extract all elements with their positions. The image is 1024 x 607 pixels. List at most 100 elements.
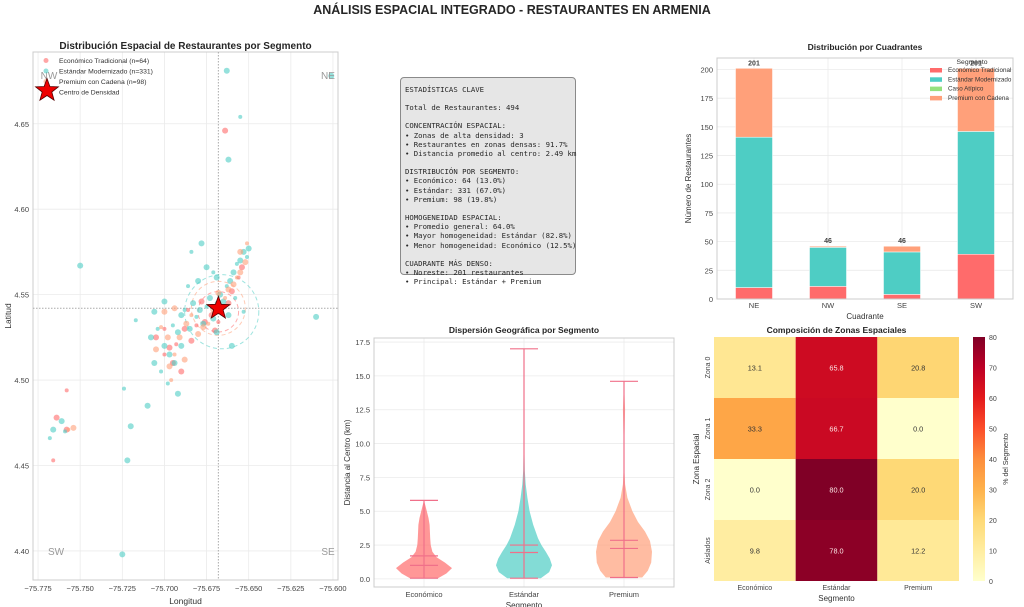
heatmap-cell-value: 78.0	[829, 547, 843, 556]
scatter-point	[234, 275, 239, 280]
y-tick-label: 4.60	[14, 205, 29, 214]
stats-line: • Económico: 64 (13.0%)	[405, 176, 507, 186]
heatmap-cell	[795, 459, 878, 520]
stats-line: DISTRIBUCIÓN POR SEGMENTO:	[405, 167, 520, 177]
scatter-point	[238, 114, 243, 119]
heatmap-cell-value: 80.0	[829, 486, 843, 495]
scatter-point	[215, 289, 222, 296]
heatmap-cell	[877, 459, 959, 520]
scatter-point	[213, 274, 220, 281]
scatter-point	[186, 325, 193, 332]
y-tick-label: 25	[705, 266, 713, 275]
scatter-point	[172, 352, 177, 357]
legend-entry: Centro de Densidad	[59, 90, 120, 97]
scatter-point	[181, 356, 188, 363]
chart-title: Dispersión Geográfica por Segmento	[449, 325, 599, 335]
scatter-point	[183, 320, 190, 327]
scatter-point	[174, 390, 181, 397]
bar-segment	[957, 253, 995, 300]
y-tick-label: 150	[700, 123, 713, 132]
quadrant-label-se: SE	[321, 547, 335, 558]
stats-line: CUADRANTE MÁS DENSO:	[405, 258, 493, 268]
scatter-point	[169, 378, 174, 383]
y-tick-label: 4.50	[14, 376, 29, 385]
chart-title: Composición de Zonas Espaciales	[767, 325, 907, 335]
scatter-point	[58, 418, 65, 425]
heatmap-cell	[714, 398, 796, 459]
heatmap-cell	[795, 520, 878, 581]
scatter-point	[225, 286, 232, 293]
scatter-chart: Distribución Espacial de Restaurantes po…	[3, 41, 347, 606]
scatter-point	[190, 300, 197, 307]
y-axis-label: Zona Espacial	[692, 433, 701, 484]
heatmap-cell-value: 9.8	[750, 547, 760, 556]
legend-entry: Estándar Modernizado (n=331)	[59, 69, 153, 76]
stats-line: • Estándar: 331 (67.0%)	[405, 185, 507, 195]
scatter-point	[171, 359, 178, 366]
scatter-point	[245, 255, 250, 260]
scatter-point	[195, 330, 202, 337]
scatter-point	[147, 334, 154, 341]
density-center-star-marker	[205, 295, 231, 319]
violin-chart: Dispersión Geográfica por Segmento 0.0 2.5…	[343, 325, 675, 607]
scatter-point	[196, 307, 203, 314]
heatmap-cell-value: 12.2	[911, 547, 925, 556]
colorbar-tick-label: 80	[989, 335, 997, 342]
x-tick-label: SW	[970, 301, 983, 310]
scatter-point	[164, 334, 171, 341]
bar-total-label: 46	[824, 238, 832, 245]
scatter-point	[223, 67, 230, 74]
legend-swatch	[930, 68, 942, 73]
scatter-point	[124, 457, 131, 464]
y-tick-label: 4.45	[14, 462, 29, 471]
scatter-point	[245, 241, 250, 246]
scatter-point	[127, 423, 134, 430]
legend-entry: Estándar Modernizado	[948, 76, 1012, 83]
scatter-point	[213, 329, 220, 336]
x-tick-label: −75.725	[109, 584, 136, 593]
heatmap-cell-value: 20.8	[911, 364, 925, 373]
legend-marker	[43, 58, 49, 63]
heatmap-cell	[795, 398, 878, 459]
x-tick-label: −75.650	[235, 584, 262, 593]
scatter-point	[186, 308, 191, 313]
heatmap-cell	[877, 398, 959, 459]
scatter-point	[166, 344, 173, 351]
y-tick-label: 100	[700, 180, 713, 189]
x-tick-label: Estándar	[509, 590, 540, 599]
stats-line: HOMOGENEIDAD ESPACIAL:	[405, 213, 502, 223]
x-tick-label: −75.700	[151, 584, 178, 593]
bar-segment	[809, 247, 847, 287]
bar-segment	[809, 245, 847, 248]
y-tick-label: 4.55	[14, 291, 29, 300]
scatter-point	[162, 352, 167, 357]
heatmap-cell-value: 65.8	[829, 364, 843, 373]
heatmap-cell	[795, 337, 878, 398]
scatter-point	[198, 298, 205, 305]
stats-block: ESTADÍSTICAS CLAVE	[405, 85, 571, 94]
stats-block: CUADRANTE MÁS DENSO: • Noreste: 201 resta…	[405, 259, 571, 287]
scatter-point	[238, 264, 245, 271]
stats-line: • Promedio general: 64.0%	[405, 222, 515, 232]
x-axis-label: Segmento	[818, 594, 855, 603]
y-tick-label: 15.0	[355, 372, 370, 381]
scatter-point	[194, 323, 199, 328]
stats-line: • Noreste: 201 restaurantes	[405, 268, 524, 278]
legend-title: Segmento	[957, 59, 988, 66]
bar-total-label: 201	[748, 60, 760, 67]
stats-line: • Distancia promedio al centro: 2.49 km	[405, 149, 577, 159]
scatter-point	[64, 388, 69, 393]
density-circle	[184, 274, 260, 350]
colorbar-tick-label: 70	[989, 366, 997, 373]
scatter-point	[186, 284, 191, 289]
scatter-point	[161, 298, 168, 305]
scatter-point	[194, 314, 199, 319]
scatter-point	[182, 308, 187, 313]
colorbar-tick-label: 50	[989, 427, 997, 434]
y-tick-label: 75	[705, 209, 713, 218]
bar-segment	[883, 251, 921, 295]
heatmap-cell-value: 33.3	[748, 425, 762, 434]
x-tick-label: Económico	[738, 585, 773, 592]
scatter-point	[165, 381, 170, 386]
legend-swatch	[930, 95, 942, 101]
